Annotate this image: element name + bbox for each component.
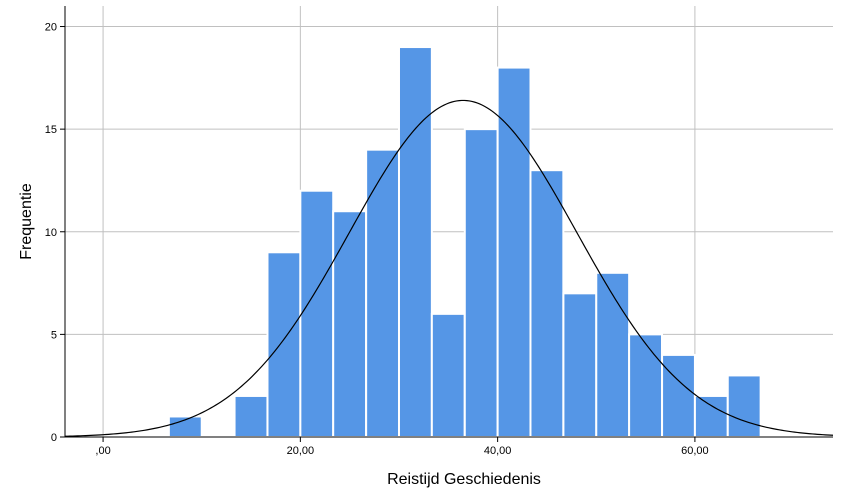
y-tick-label: 5 (51, 329, 57, 341)
x-tick-label: ,00 (95, 445, 110, 457)
histogram-bar (693, 394, 729, 439)
histogram-bar (233, 394, 269, 439)
histogram-bar (726, 374, 762, 438)
histogram-bar (628, 333, 663, 438)
normal-curve-layer (64, 99, 834, 437)
normal-curve (64, 99, 834, 437)
y-axis-title: Frequentie (18, 183, 35, 260)
histogram-bar (496, 66, 532, 438)
histogram-bar (365, 148, 401, 439)
histogram-bar (299, 189, 335, 438)
histogram-bar (463, 128, 499, 438)
histogram-bar (266, 251, 302, 438)
histogram-bar (529, 169, 565, 438)
axes (60, 6, 833, 442)
histogram-bars (167, 46, 762, 439)
histogram-bar (595, 271, 631, 438)
x-tick-label: 60,00 (681, 445, 709, 457)
y-tick-label: 20 (45, 22, 57, 34)
histogram-bar (562, 292, 598, 439)
histogram-bar (332, 210, 368, 438)
histogram-bar (397, 46, 433, 439)
y-tick-label: 0 (51, 432, 57, 444)
y-tick-label: 15 (45, 124, 57, 136)
histogram-bar (661, 353, 696, 438)
histogram-bar (430, 312, 466, 439)
x-tick-label: 20,00 (287, 445, 315, 457)
x-axis-title: Reistijd Geschiedenis (387, 471, 541, 488)
x-tick-label: 40,00 (484, 445, 512, 457)
y-tick-label: 10 (45, 227, 57, 239)
